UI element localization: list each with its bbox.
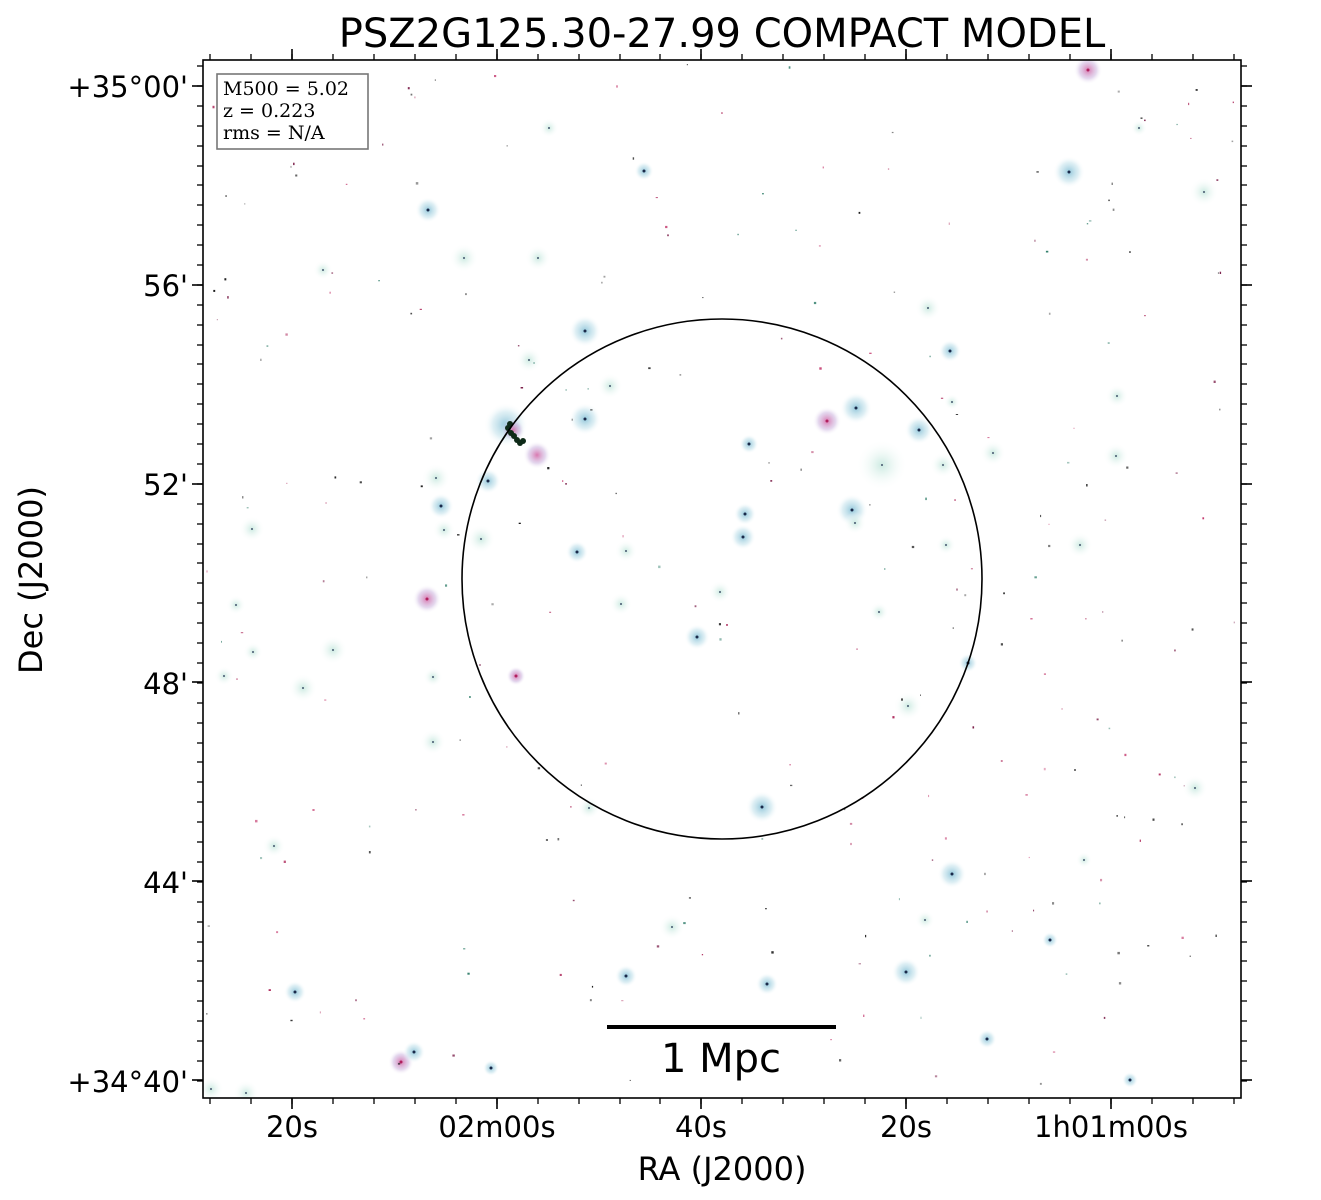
dec-tick-label: +35°00' [67,70,188,104]
ra-tick-label: 1h01m00s [1034,1110,1188,1144]
dec-tick-label: +34°40' [67,1065,188,1099]
sky-image [203,60,1235,1098]
dec-tick-label: 44' [143,866,188,900]
scale-bar: 1 Mpc [607,1025,836,1082]
dec-tick-labels: +35°00' 56' 52' 48' 44' +34°40' [67,70,188,1099]
y-axis-label: Dec (J2000) [12,486,50,674]
x-axis-label: RA (J2000) [638,1150,807,1188]
info-box: M500 = 5.02 z = 0.223 rms = N/A [216,73,369,150]
dec-tick-label: 56' [143,269,188,303]
plot-frame [202,59,1242,1099]
figure-title: PSZ2G125.30-27.99 COMPACT MODEL [339,11,1106,57]
info-rms: rms = N/A [223,122,325,144]
scale-bar-label: 1 Mpc [661,1036,781,1082]
info-redshift: z = 0.223 [223,100,315,122]
r500-circle [461,318,983,840]
info-m500: M500 = 5.02 [223,78,349,100]
axis-ticks [192,49,1252,1109]
dec-tick-label: 48' [143,667,188,701]
dec-tick-label: 52' [143,468,188,502]
ra-tick-label: 20s [880,1110,932,1144]
ra-tick-label: 20s [266,1110,318,1144]
ra-tick-labels: 20s 02m00s 40s 20s 1h01m00s [266,1110,1188,1144]
ra-tick-label: 40s [675,1110,727,1144]
ra-tick-label: 02m00s [438,1110,555,1144]
